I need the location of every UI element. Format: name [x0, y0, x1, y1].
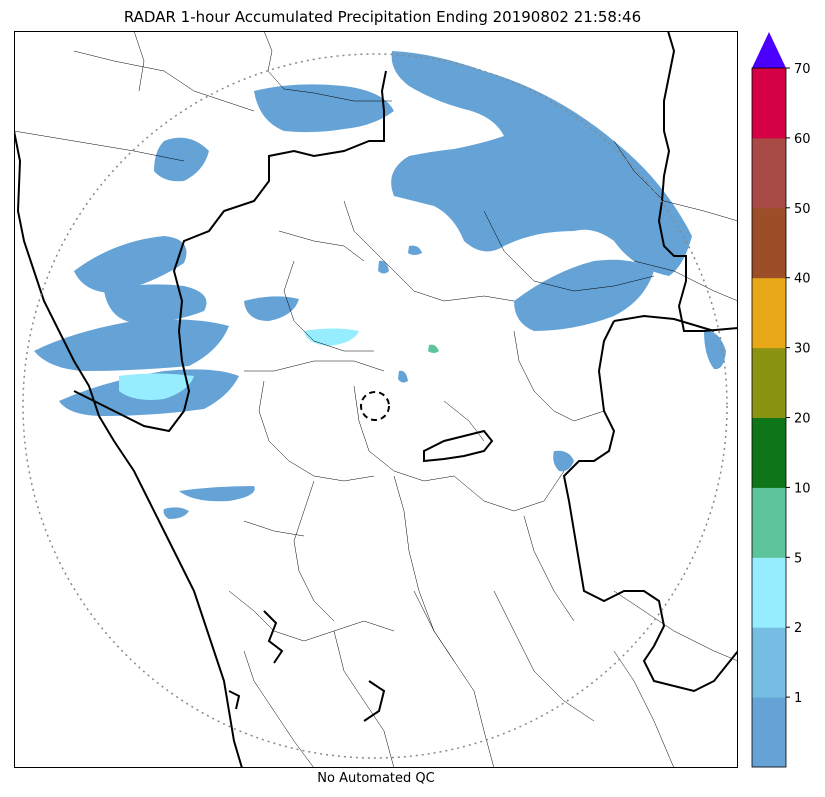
colorbar-bin — [752, 557, 786, 628]
colorbar-tick-label: 5 — [794, 551, 802, 566]
radar-range-ring — [22, 53, 728, 759]
rain-west-band-1 — [74, 236, 187, 293]
colorbar-ticks: 1 2 5 10 20 30 40 50 60 70 — [786, 62, 811, 706]
colorbar-bin — [752, 68, 786, 139]
rain-cyan-fleck — [304, 328, 359, 346]
rain-northeast-cell — [514, 259, 654, 331]
enclave-east — [423, 429, 494, 463]
colorbar-bin — [752, 277, 786, 349]
colorbar-tick-label: 40 — [794, 272, 811, 287]
enclave-south-2 — [363, 680, 386, 722]
state-border-north — [73, 70, 387, 433]
colorbar-tick-label: 70 — [794, 62, 811, 77]
colorbar-bin — [752, 207, 786, 279]
radar-map — [14, 31, 738, 768]
colorbar-bin — [752, 347, 786, 418]
colorbar-tick-label: 10 — [794, 481, 811, 496]
colorbar-extend-arrow — [752, 32, 786, 68]
state-border-east — [562, 320, 738, 693]
colorbar-bin — [752, 697, 786, 768]
colorbar-tick-label: 30 — [794, 342, 811, 357]
colorbar-tick-label: 20 — [794, 412, 811, 427]
rain-green-fleck — [428, 344, 439, 353]
state-boundaries — [14, 31, 738, 768]
rain-center-speck-2 — [398, 370, 408, 383]
colorbar-bin — [752, 627, 786, 698]
rain-cyan-core — [119, 373, 194, 400]
rain-west-streak-1 — [244, 296, 299, 321]
rain-north-west-cell — [254, 84, 394, 133]
colorbar-tick-label: 1 — [794, 691, 802, 706]
colorbar-tick-label: 60 — [794, 132, 811, 147]
colorbar-bin — [752, 417, 786, 488]
radar-location-marker — [360, 391, 390, 421]
precipitation-heavy-layer — [119, 328, 439, 400]
rain-center-speck-3 — [408, 245, 422, 255]
enclave-south — [263, 610, 284, 664]
colorbar-tick-label: 2 — [794, 621, 802, 636]
rain-center-speck-1 — [378, 260, 389, 274]
district-boundaries — [14, 31, 738, 768]
coastline-west — [14, 130, 243, 768]
rain-east-small — [553, 450, 574, 472]
state-border-northeast — [657, 31, 738, 332]
precipitation-colorbar: 1 2 5 10 20 30 40 50 60 70 — [751, 32, 811, 768]
colorbar-bin — [752, 137, 786, 209]
colorbar-bins — [751, 67, 787, 768]
qc-note: No Automated QC — [317, 771, 435, 786]
rain-east-edge — [704, 330, 726, 370]
rain-west-streak-3 — [163, 507, 189, 519]
enclave-coast — [228, 690, 241, 710]
rain-north-band — [391, 51, 692, 276]
colorbar-bin — [752, 487, 786, 558]
rain-west-cell-1 — [154, 137, 209, 182]
state-border-east-top — [613, 314, 715, 332]
colorbar-tick-label: 50 — [794, 202, 811, 217]
rain-west-band-2 — [34, 319, 229, 371]
map-title: RADAR 1-hour Accumulated Precipitation E… — [123, 8, 642, 26]
rain-west-streak-2 — [179, 486, 255, 502]
